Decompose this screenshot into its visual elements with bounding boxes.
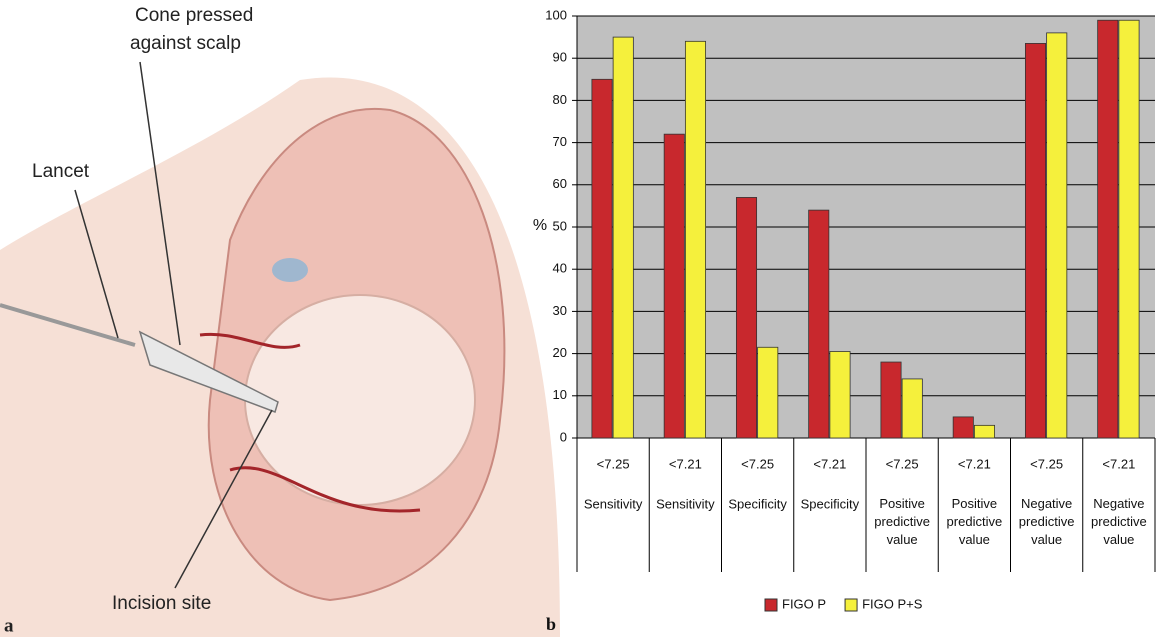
- x-tick-label: <7.21: [958, 456, 991, 471]
- x-tick-label: <7.21: [813, 456, 846, 471]
- chart: 0 10 20 30 40 50 60 70 80 90 100% <7.25 Sensitivity <…: [533, 7, 1155, 634]
- bar: [664, 134, 684, 438]
- x-tick-label: <7.25: [741, 456, 774, 471]
- legend-label: FIGO P+S: [862, 596, 923, 611]
- y-tick-label: 0: [560, 429, 567, 444]
- label: against scalp: [130, 33, 241, 54]
- x-group-label: Specificity: [801, 496, 860, 511]
- page: Cone pressed against scalp Lancet Incisi…: [0, 0, 1158, 637]
- y-tick-label: 90: [553, 50, 567, 65]
- label: Lancet: [32, 161, 90, 182]
- y-tick-label: 80: [553, 92, 567, 107]
- x-group-label: Sensitivity: [656, 496, 715, 511]
- bar: [809, 210, 829, 438]
- y-axis-label: %: [533, 217, 547, 234]
- bar: [902, 379, 922, 438]
- bar: [613, 37, 633, 438]
- panel-label: a: [4, 615, 14, 636]
- panel-label: b: [546, 614, 556, 634]
- legend-swatch: [765, 599, 777, 611]
- bar: [974, 425, 994, 438]
- x-group-label: Specificity: [728, 496, 787, 511]
- bar: [758, 347, 778, 438]
- x-tick-label: <7.25: [886, 456, 919, 471]
- label: Cone pressed: [135, 5, 253, 26]
- y-tick-label: 70: [553, 134, 567, 149]
- y-tick-label: 50: [553, 218, 567, 233]
- bar: [830, 351, 850, 438]
- bar: [1119, 20, 1139, 438]
- y-tick-label: 60: [553, 176, 567, 191]
- y-tick-label: 30: [553, 303, 567, 318]
- y-tick-label: 40: [553, 261, 567, 276]
- bar: [685, 41, 705, 438]
- organ: [272, 258, 308, 282]
- x-group-label: Sensitivity: [584, 496, 643, 511]
- y-tick-label: 100: [545, 7, 567, 22]
- x-tick-label: <7.21: [669, 456, 702, 471]
- bar: [953, 417, 973, 438]
- label: Incision site: [112, 593, 211, 614]
- bar: [1025, 43, 1045, 438]
- x-tick-label: <7.21: [1102, 456, 1135, 471]
- y-tick-label: 10: [553, 387, 567, 402]
- bar: [1047, 33, 1067, 438]
- bar: [592, 79, 612, 438]
- bar: [1098, 20, 1118, 438]
- figure: Cone pressed against scalp Lancet Incisi…: [0, 0, 1158, 637]
- legend-label: FIGO P: [782, 596, 826, 611]
- illustration: Cone pressed against scalp Lancet Incisi…: [0, 5, 560, 637]
- legend-swatch: [845, 599, 857, 611]
- bar: [881, 362, 901, 438]
- x-tick-label: <7.25: [1030, 456, 1063, 471]
- bar: [736, 197, 756, 438]
- x-tick-label: <7.25: [597, 456, 630, 471]
- fetal-head: [245, 295, 475, 505]
- y-tick-label: 20: [553, 345, 567, 360]
